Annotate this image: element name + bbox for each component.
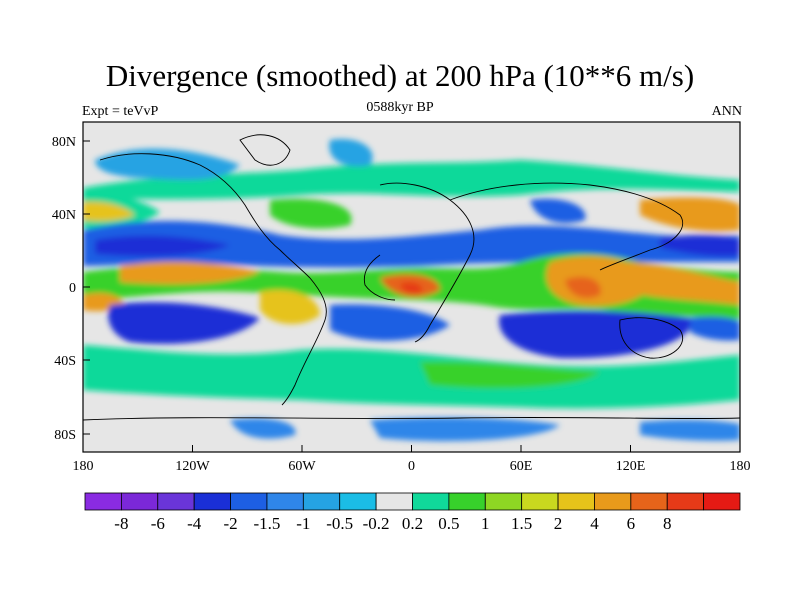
colorbar-label: -1 — [296, 514, 310, 533]
lat-tick-label: 40N — [52, 208, 76, 223]
experiment-label: Expt = teVvP — [82, 104, 159, 119]
lon-tick-label: 60W — [288, 459, 316, 474]
colorbar-label: -1.5 — [253, 514, 280, 533]
colorbar-label: -0.2 — [363, 514, 390, 533]
map-title: Divergence (smoothed) at 200 hPa (10**6 … — [105, 58, 695, 93]
lon-tick-label: 0 — [408, 459, 415, 474]
colorbar-swatch — [521, 492, 559, 511]
colorbar-swatch — [302, 492, 341, 511]
colorbar-label: -4 — [187, 514, 202, 533]
lat-tick-label: 80S — [54, 428, 76, 443]
colorbar-label: -8 — [114, 514, 128, 533]
lon-tick-label: 180 — [730, 459, 751, 474]
coastlines — [83, 134, 740, 421]
colorbar-swatch — [412, 492, 450, 511]
colorbar-swatch — [448, 492, 486, 511]
colorbar-label: 1.5 — [511, 514, 532, 533]
lon-tick-label: 120E — [616, 459, 646, 474]
colorbar-swatch — [703, 492, 741, 511]
colorbar-label: -0.5 — [326, 514, 353, 533]
colorbar-label: 6 — [627, 514, 636, 533]
colorbar-label: -6 — [151, 514, 165, 533]
colorbar-label: 2 — [554, 514, 563, 533]
colorbar-swatch — [120, 492, 159, 511]
colorbar-label: 1 — [481, 514, 490, 533]
time-label: 0588kyr BP — [366, 100, 434, 115]
colorbar-swatch — [594, 492, 632, 511]
lon-tick-label: 180 — [73, 459, 94, 474]
colorbar-swatch — [84, 492, 122, 511]
lon-tick-label: 60E — [510, 459, 533, 474]
colorbar-label: 4 — [590, 514, 599, 533]
colorbar-swatch — [157, 492, 195, 511]
colorbar: -8 -6 -4 -2 -1.5 -1 -0.5 -0.2 0.2 0.5 1 1.5 2 4 6 8 — [84, 492, 741, 533]
colorbar-label: 0.2 — [402, 514, 423, 533]
colorbar-swatch — [375, 492, 413, 511]
lat-tick-label: 40S — [54, 354, 76, 369]
colorbar-swatch — [630, 492, 668, 511]
colorbar-label: 8 — [663, 514, 672, 533]
colorbar-swatch — [484, 492, 523, 511]
lon-tick-label: 120W — [175, 459, 210, 474]
colorbar-swatch — [230, 492, 268, 511]
divergence-field — [83, 122, 740, 452]
colorbar-label: -2 — [223, 514, 237, 533]
colorbar-swatch — [666, 492, 705, 511]
colorbar-swatch — [193, 492, 231, 511]
season-label: ANN — [711, 104, 742, 119]
lat-tick-label: 80N — [52, 135, 76, 150]
colorbar-swatch — [266, 492, 304, 511]
latitude-ticks: 80N 40N 0 40S 80S — [52, 135, 90, 443]
colorbar-label: 0.5 — [438, 514, 459, 533]
colorbar-swatch — [339, 492, 377, 511]
longitude-ticks: 180 120W 60W 0 60E 120E 180 — [73, 445, 751, 474]
lat-tick-label: 0 — [69, 281, 76, 296]
colorbar-swatch — [557, 492, 595, 511]
